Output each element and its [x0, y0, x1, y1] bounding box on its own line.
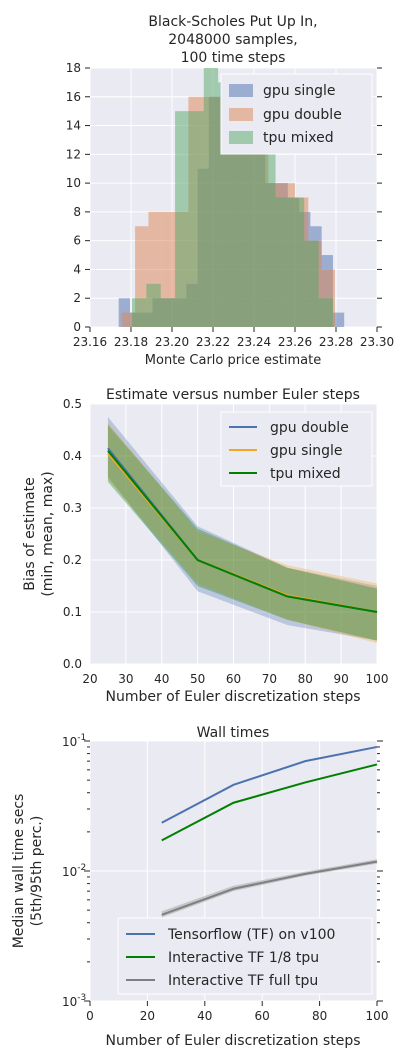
histogram-bar-tpu-mixed [189, 111, 204, 328]
legend-label-gpu-double: gpu double [270, 420, 349, 436]
legend-label-tensorflow-v100: Tensorflow (TF) on v100 [167, 927, 335, 943]
walltime-x-tick-label: 100 [366, 1009, 389, 1023]
bias-ylabel-line-1: Bias of estimate [22, 477, 38, 590]
histogram-y-tick-label: 18 [66, 61, 81, 75]
walltime-x-tick-label: 60 [255, 1009, 270, 1023]
histogram-title-line-1: Black-Scholes Put Up In, [148, 14, 317, 30]
legend-label-interactive-tf-full-tpu: Interactive TF full tpu [168, 973, 318, 989]
legend-swatch-gpu-double [229, 108, 253, 121]
bias-title: Estimate versus number Euler steps [106, 387, 360, 403]
walltime-ylabel-line-1: Median wall time secs [11, 794, 27, 949]
bias-panel: 20 30 40 50 60 70 80 90 100 0.0 0.1 0.2 0.3 0.4 0.5 Es… [22, 387, 388, 705]
histogram-y-tick-label: 12 [66, 147, 81, 161]
bias-xlabel: Number of Euler discretization steps [105, 689, 360, 705]
bias-y-tick-label: 0.0 [63, 657, 82, 671]
bias-legend: gpu double gpu single tpu mixed [220, 411, 373, 487]
bias-y-tick-label: 0.2 [63, 553, 82, 567]
legend-swatch-tpu-mixed [229, 131, 253, 144]
walltime-title: Wall times [197, 725, 270, 741]
bias-mean-line-tpu-mixed [107, 450, 378, 613]
walltime-y-tick-label: 10-3 [62, 993, 86, 1009]
histogram-x-tick-label: 23.30 [360, 335, 394, 349]
histogram-bar-tpu-mixed [261, 111, 276, 328]
histogram-x-tick-label: 23.16 [73, 335, 107, 349]
walltime-line-tensorflow-tf-on-v100 [161, 745, 378, 824]
histogram-y-tick-label: 16 [66, 90, 81, 104]
walltime-ylabel-line-2: (5th/95th perc.) [29, 816, 45, 927]
bias-x-tick-label: 60 [226, 672, 241, 686]
bias-x-tick-label: 70 [262, 672, 277, 686]
histogram-bar-gpu-single [332, 312, 345, 327]
legend-label-tpu-mixed: tpu mixed [263, 130, 334, 146]
walltime-x-tick-label: 0 [86, 1009, 94, 1023]
walltime-x-tick-label: 20 [140, 1009, 155, 1023]
histogram-y-tick-label: 10 [66, 176, 81, 190]
walltime-y-tick-label: 10-2 [62, 863, 86, 879]
histogram-bar-tpu-mixed [160, 298, 176, 327]
walltime-legend-box [117, 917, 373, 995]
legend-label-tpu-mixed: tpu mixed [270, 466, 341, 482]
histogram-y-tick-label: 0 [73, 320, 81, 334]
histogram-x-tick-label: 23.24 [237, 335, 271, 349]
histogram-bar-tpu-mixed [289, 197, 305, 327]
histogram-y-tick-label: 6 [73, 234, 81, 248]
legend-swatch-gpu-single [229, 84, 253, 97]
histogram-title-line-2: 2048000 samples, [168, 32, 297, 48]
bias-y-tick-label: 0.5 [63, 397, 82, 411]
histogram-bar-tpu-mixed [318, 298, 333, 327]
bias-x-tick-label: 80 [298, 672, 313, 686]
bias-x-tick-label: 50 [190, 672, 205, 686]
histogram-x-tick-label: 23.28 [319, 335, 353, 349]
histogram-bar-gpu-double [121, 312, 136, 327]
walltime-x-tick-label: 40 [197, 1009, 212, 1023]
walltime-legend: Tensorflow (TF) on v100 Interactive TF 1… [117, 917, 373, 995]
histogram-panel: 23.16 23.18 23.20 23.22 23.24 23.26 23.28 23.30… [66, 14, 394, 368]
legend-label-interactive-tf-eighth-tpu: Interactive TF 1/8 tpu [168, 950, 319, 966]
histogram-y-tick-label: 2 [73, 291, 81, 305]
bias-y-tick-label: 0.1 [63, 605, 82, 619]
histogram-bar-tpu-mixed [132, 298, 147, 327]
histogram-bar-tpu-mixed [146, 283, 161, 327]
histogram-bar-tpu-mixed [175, 111, 190, 328]
walltime-y-tick-label: 10-1 [62, 733, 86, 749]
walltime-line-interactive-tf-1-8-tpu [161, 763, 378, 842]
walltime-line-interactive-tf-full-tpu [161, 860, 378, 916]
histogram-legend: gpu single gpu double tpu mixed [220, 73, 373, 155]
walltime-x-tick-label: 80 [312, 1009, 327, 1023]
histogram-xlabel: Monte Carlo price estimate [145, 353, 321, 368]
histogram-y-tick-label: 14 [66, 119, 81, 133]
legend-label-gpu-single: gpu single [270, 443, 343, 459]
histogram-y-tick-label: 4 [73, 262, 81, 276]
histogram-x-tick-label: 23.22 [196, 335, 230, 349]
bias-y-tick-label: 0.3 [63, 501, 82, 515]
histogram-x-tick-label: 23.18 [114, 335, 148, 349]
bias-y-tick-label: 0.4 [63, 449, 82, 463]
walltime-panel: 0 20 40 60 80 100 10-1 10-2 10-3 Wall times Numb… [11, 725, 388, 1049]
histogram-bar-tpu-mixed [203, 68, 219, 327]
walltime-xlabel: Number of Euler discretization steps [105, 1033, 360, 1049]
histogram-x-tick-label: 23.20 [155, 335, 189, 349]
bias-band-tpu-mixed [107, 424, 377, 641]
bias-band-gpu-double [107, 417, 377, 641]
bias-x-tick-label: 90 [333, 672, 348, 686]
histogram-title-line-3: 100 time steps [181, 50, 286, 66]
bias-band-gpu-single [107, 422, 377, 644]
bias-x-tick-label: 30 [118, 672, 133, 686]
legend-label-gpu-double: gpu double [263, 107, 342, 123]
histogram-bar-tpu-mixed [275, 197, 290, 327]
bias-x-tick-label: 40 [154, 672, 169, 686]
bias-ylabel-line-2: (min, mean, max) [40, 471, 56, 596]
bias-x-tick-label: 100 [366, 672, 389, 686]
histogram-x-tick-label: 23.26 [278, 335, 312, 349]
legend-label-gpu-single: gpu single [263, 83, 336, 99]
bias-x-tick-label: 20 [82, 672, 97, 686]
histogram-bar-tpu-mixed [304, 240, 319, 327]
histogram-y-tick-label: 8 [73, 205, 81, 219]
